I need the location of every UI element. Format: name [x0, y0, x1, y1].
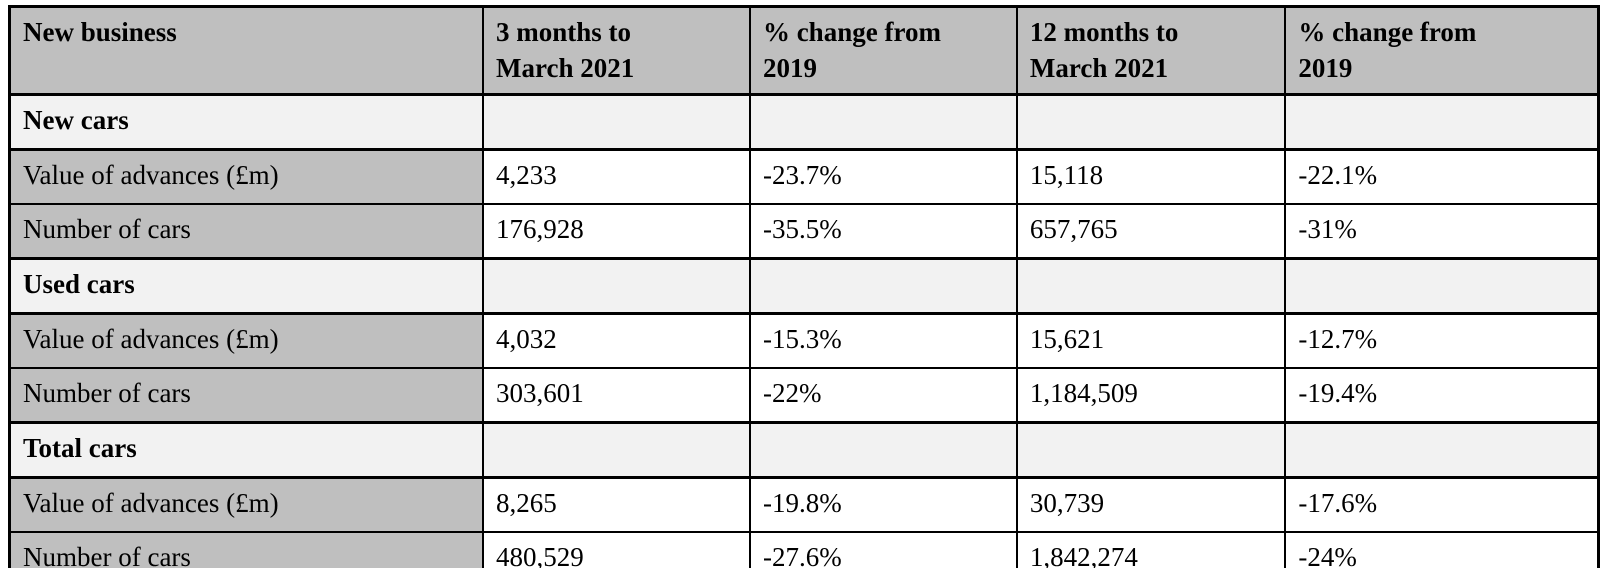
empty-cell [1015, 92, 1287, 151]
empty-cell [748, 92, 1018, 151]
section-title: Total cars [8, 420, 485, 479]
table-body: New cars Value of advances (£m) 4,233 -2… [8, 92, 1600, 568]
header-label: % change from 2019 [1298, 17, 1477, 84]
cell-value: 15,621 [1015, 312, 1287, 369]
cell-value: -22% [748, 366, 1018, 424]
cell-value: -31% [1284, 202, 1600, 260]
header-3-months: 3 months to March 2021 [482, 5, 751, 96]
table-row: Number of cars 303,601 -22% 1,184,509 -1… [8, 366, 1600, 424]
cell-value: 1,842,274 [1015, 530, 1287, 568]
row-label: Number of cars [8, 530, 485, 568]
row-label: Value of advances (£m) [8, 148, 485, 205]
cell-value: 657,765 [1015, 202, 1287, 260]
header-label: New business [23, 17, 177, 47]
cell-value: -19.4% [1284, 366, 1600, 424]
empty-cell [1015, 420, 1287, 479]
cell-value: 8,265 [482, 476, 751, 533]
cell-value: -35.5% [748, 202, 1018, 260]
empty-cell [482, 92, 751, 151]
section-row-new-cars: New cars [8, 92, 1600, 151]
cell-value: 176,928 [482, 202, 751, 260]
table-row: Value of advances (£m) 4,032 -15.3% 15,6… [8, 312, 1600, 369]
cell-value: -19.8% [748, 476, 1018, 533]
cell-value: 15,118 [1015, 148, 1287, 205]
empty-cell [482, 256, 751, 315]
section-row-used-cars: Used cars [8, 256, 1600, 315]
cell-value: 303,601 [482, 366, 751, 424]
empty-cell [1015, 256, 1287, 315]
table-row: Value of advances (£m) 8,265 -19.8% 30,7… [8, 476, 1600, 533]
header-label: % change from 2019 [762, 17, 941, 84]
table-row: Value of advances (£m) 4,233 -23.7% 15,1… [8, 148, 1600, 205]
header-new-business: New business [8, 5, 485, 96]
cell-value: 4,032 [482, 312, 751, 369]
row-label: Value of advances (£m) [8, 312, 485, 369]
cell-value: -24% [1284, 530, 1600, 568]
section-title: New cars [8, 92, 485, 151]
cell-value: -23.7% [748, 148, 1018, 205]
table-row: Number of cars 480,529 -27.6% 1,842,274 … [8, 530, 1600, 568]
header-label: 3 months to March 2021 [496, 17, 635, 84]
table-header: New business 3 months to March 2021 % ch… [8, 5, 1600, 96]
header-pct-change-12m: % change from 2019 [1284, 5, 1600, 96]
cell-value: 30,739 [1015, 476, 1287, 533]
header-pct-change-3m: % change from 2019 [748, 5, 1018, 96]
row-label: Value of advances (£m) [8, 476, 485, 533]
row-label: Number of cars [8, 366, 485, 424]
cell-value: 1,184,509 [1015, 366, 1287, 424]
section-row-total-cars: Total cars [8, 420, 1600, 479]
section-title: Used cars [8, 256, 485, 315]
new-business-table: New business 3 months to March 2021 % ch… [8, 5, 1600, 568]
empty-cell [748, 420, 1018, 479]
header-12-months: 12 months to March 2021 [1015, 5, 1287, 96]
header-label: 12 months to March 2021 [1029, 17, 1179, 84]
cell-value: -22.1% [1284, 148, 1600, 205]
row-label: Number of cars [8, 202, 485, 260]
header-row: New business 3 months to March 2021 % ch… [8, 5, 1600, 96]
empty-cell [1284, 256, 1600, 315]
table-row: Number of cars 176,928 -35.5% 657,765 -3… [8, 202, 1600, 260]
cell-value: 4,233 [482, 148, 751, 205]
empty-cell [748, 256, 1018, 315]
cell-value: -15.3% [748, 312, 1018, 369]
empty-cell [1284, 420, 1600, 479]
cell-value: -12.7% [1284, 312, 1600, 369]
empty-cell [482, 420, 751, 479]
cell-value: -27.6% [748, 530, 1018, 568]
cell-value: 480,529 [482, 530, 751, 568]
empty-cell [1284, 92, 1600, 151]
cell-value: -17.6% [1284, 476, 1600, 533]
